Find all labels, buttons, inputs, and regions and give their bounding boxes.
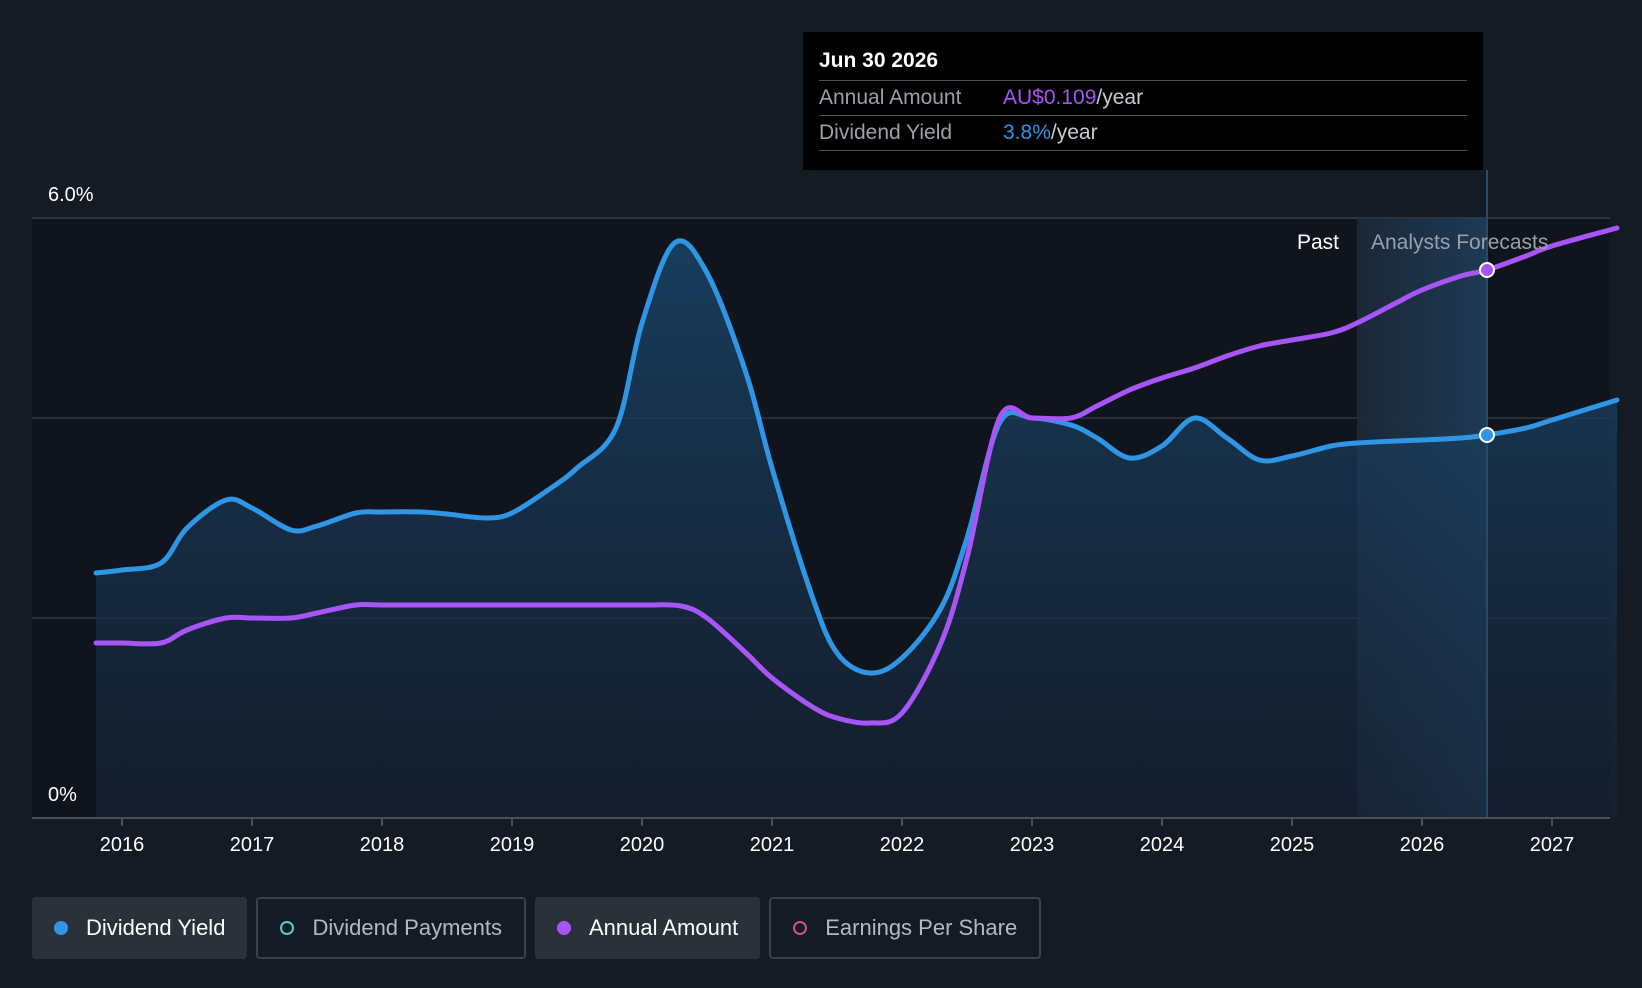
- forecast-label: Analysts Forecasts: [1371, 231, 1548, 254]
- x-tick-label: 2026: [1400, 834, 1445, 856]
- x-tick-label: 2025: [1270, 834, 1315, 856]
- legend: Dividend Yield Dividend Payments Annual …: [32, 897, 1050, 959]
- legend-annual-amount-label: Annual Amount: [588, 915, 739, 940]
- tooltip-yield-value: 3.8%: [1003, 121, 1051, 144]
- x-axis-ticks: 2016 2017 2018 2019 2020 2021 2022 2023 2024 2025…: [100, 818, 1575, 856]
- dividend-payments-circle-icon: [280, 921, 295, 935]
- annual-amount-line[interactable]: [93, 225, 1620, 726]
- tooltip-annual-unit: /year: [1096, 86, 1144, 109]
- tooltip-yield-row: Dividend Yield 3.8%/year: [819, 116, 1467, 151]
- dividend-yield-line[interactable]: [93, 238, 1620, 676]
- x-tick-label: 2022: [880, 834, 925, 856]
- legend-dividend-payments[interactable]: Dividend Payments: [256, 897, 526, 959]
- dividend-yield-dot-icon: [54, 921, 68, 935]
- tooltip-yield-label: Dividend Yield: [819, 121, 953, 144]
- legend-dividend-yield[interactable]: Dividend Yield: [32, 897, 248, 959]
- x-tick-label: 2016: [100, 834, 145, 856]
- y-axis-label-top: 6.0%: [48, 184, 94, 206]
- tooltip: Jun 30 2026 Annual Amount AU$0.109/year …: [803, 32, 1483, 170]
- earnings-per-share-circle-icon: [793, 921, 808, 935]
- x-tick-label: 2027: [1530, 834, 1575, 856]
- x-tick-label: 2019: [490, 834, 535, 856]
- y-axis-label-bottom: 0%: [48, 784, 77, 806]
- tooltip-annual-label: Annual Amount: [819, 86, 962, 109]
- tooltip-date: Jun 30 2026: [819, 46, 1467, 81]
- x-tick-label: 2018: [360, 834, 405, 856]
- tooltip-annual-row: Annual Amount AU$0.109/year: [819, 81, 1467, 116]
- x-tick-label: 2024: [1140, 834, 1185, 856]
- legend-dividend-yield-label: Dividend Yield: [86, 915, 226, 940]
- annual-amount-dot-icon: [556, 921, 571, 935]
- legend-earnings-per-share[interactable]: Earnings Per Share: [769, 897, 1042, 959]
- past-label: Past: [1297, 231, 1339, 254]
- tooltip-yield-unit: /year: [1050, 121, 1098, 144]
- x-tick-label: 2021: [750, 834, 795, 856]
- legend-annual-amount[interactable]: Annual Amount: [534, 897, 761, 959]
- legend-dividend-payments-label: Dividend Payments: [312, 915, 502, 940]
- dividend-yield-marker[interactable]: [1479, 427, 1495, 443]
- x-tick-label: 2017: [230, 834, 275, 856]
- tooltip-annual-value: AU$0.109: [1003, 86, 1097, 109]
- x-tick-label: 2020: [620, 834, 665, 856]
- annual-amount-marker[interactable]: [1479, 262, 1495, 278]
- legend-earnings-per-share-label: Earnings Per Share: [825, 915, 1018, 940]
- dividend-yield-area: [96, 240, 1617, 819]
- x-tick-label: 2023: [1010, 834, 1055, 856]
